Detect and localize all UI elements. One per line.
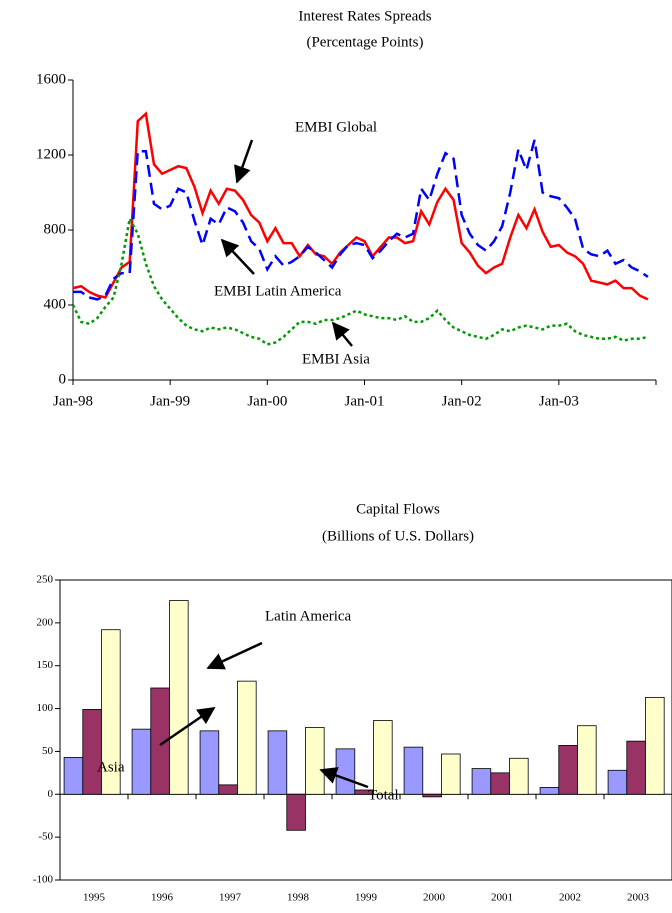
bar [101,629,121,795]
plot-frame [59,579,672,881]
bar [607,769,628,795]
series-label: EMBI Global [295,119,377,135]
y-tick-label: 0 [48,788,54,800]
y-tick-label: -50 [38,831,53,843]
x-tick-label: 2003 [627,892,650,904]
bar [441,753,461,795]
line [71,215,649,346]
arrow [220,238,255,275]
bar [267,730,288,795]
line [72,111,649,301]
bar [490,772,510,795]
bar [645,697,665,795]
x-tick-label: 1997 [219,892,242,904]
y-tick-label: 250 [37,574,54,586]
arrow [331,321,353,347]
arrow [206,641,263,670]
x-tick-label: Jan-03 [539,393,579,409]
y-tick-label: 1600 [36,71,66,87]
series-label: EMBI Asia [302,351,370,367]
bar [626,740,646,795]
y-tick-label: 150 [37,659,54,671]
series-label: Asia [97,759,125,775]
x-tick-label: 1998 [287,892,310,904]
bar [539,787,560,795]
bar [422,793,442,798]
bar [169,600,189,795]
x-tick-label: Jan-00 [247,393,287,409]
bar [199,730,220,795]
x-tick-label: 2000 [423,892,446,904]
series-label: EMBI Latin America [214,283,342,299]
arrow [319,767,369,789]
y-tick-label: -100 [33,874,54,886]
chart-subtitle: (Billions of U.S. Dollars) [322,528,474,544]
bar [218,784,238,795]
bar [131,728,152,795]
x-tick-label: Jan-98 [53,393,93,409]
arrows [159,139,369,789]
bar [335,748,356,795]
chart-subtitle: (Percentage Points) [306,34,423,50]
x-tick-label: 2002 [559,892,581,904]
x-tick-label: 1995 [83,892,106,904]
bar [403,746,424,795]
series-label: Total [368,787,399,803]
x-tick-label: 1999 [355,892,378,904]
x-tick-label: Jan-99 [150,393,190,409]
bar [63,757,84,795]
chart-title: Interest Rates Spreads [298,8,431,24]
bar [577,725,597,795]
y-tick-label: 100 [37,702,54,714]
chart-title: Capital Flows [356,501,440,517]
x-tick-label: 1996 [151,892,174,904]
bar [509,757,529,795]
y-tick-label: 200 [37,616,54,628]
x-tick-label: Jan-02 [442,393,482,409]
bar [305,727,325,795]
arrow [234,139,254,184]
series-label: Latin America [265,608,352,624]
y-tick-label: 50 [42,745,54,757]
bar [237,680,257,795]
y-tick-label: 800 [44,221,67,237]
y-tick-label: 1200 [36,146,66,162]
x-tick-label: 2001 [491,892,513,904]
bar [373,720,393,795]
bar [286,793,306,831]
y-tick-label: 400 [44,296,67,312]
bar [558,745,578,795]
line [73,139,649,301]
arrow [159,706,216,747]
bar [82,709,102,795]
y-tick-label: 0 [59,371,67,387]
x-tick-label: Jan-01 [345,393,385,409]
bar [471,768,492,795]
